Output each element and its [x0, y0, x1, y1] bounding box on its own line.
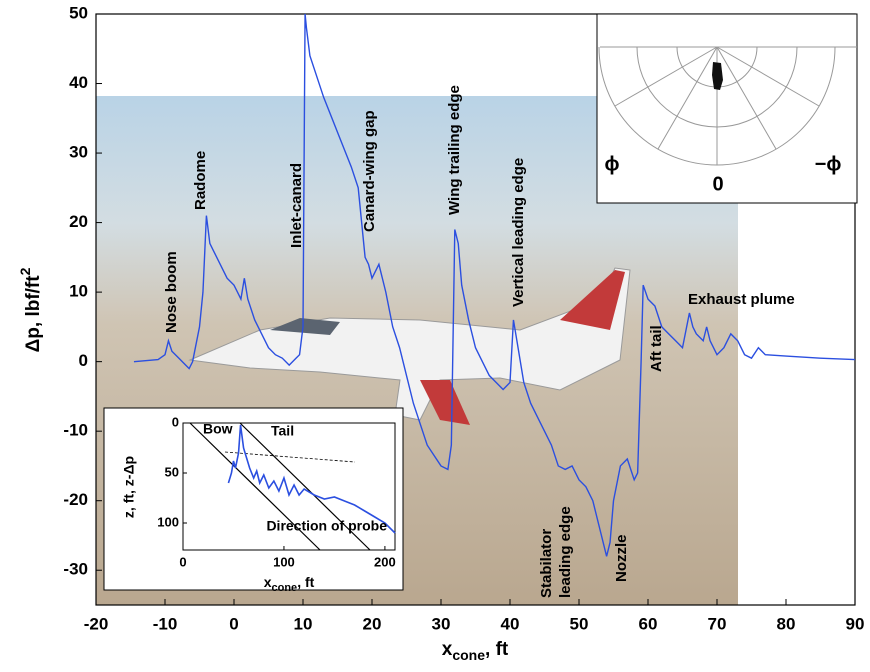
y-tick-label: 40	[69, 73, 88, 92]
inset-x-tick-label: 100	[273, 554, 295, 569]
x-axis-title-main: x	[442, 639, 453, 660]
inset-x-tick-label: 200	[374, 554, 396, 569]
x-tick-label: 10	[294, 614, 313, 633]
annotation: Nose boom	[163, 251, 180, 333]
annotation: Radome	[192, 151, 209, 210]
inset-annotation: Tail	[271, 423, 294, 439]
annotation: Aft tail	[648, 325, 665, 372]
annotation: leading edge	[557, 506, 574, 598]
y-tick-label: -20	[63, 490, 88, 509]
x-tick-label: -10	[153, 614, 178, 633]
y-tick-label: -30	[63, 560, 88, 579]
inset-y-tick-label: 100	[157, 514, 179, 529]
polar-label: ϕ	[605, 153, 620, 175]
inset-guide	[189, 422, 321, 551]
x-axis-title-rest: , ft	[485, 639, 509, 660]
inset-x-tick-label: 0	[179, 554, 186, 569]
polar-label: 0	[712, 173, 723, 195]
aircraft	[188, 267, 631, 425]
annotation: Exhaust plume	[688, 291, 795, 308]
y-tick-label: 30	[69, 143, 88, 162]
polar-inset: ϕ 0 −ϕ	[596, 13, 858, 204]
annotation: Canard-wing gap	[361, 110, 378, 232]
x-tick-label: 20	[363, 614, 382, 633]
data-line	[227, 424, 396, 534]
y-tick-label: 0	[79, 351, 88, 370]
x-tick-label: 40	[501, 614, 520, 633]
inset-y-tick-label: 0	[172, 414, 179, 429]
annotation: Inlet-canard	[288, 163, 305, 248]
x-tick-label: 90	[846, 614, 865, 633]
annotation: Vertical leading edge	[510, 158, 527, 307]
x-tick-label: 80	[777, 614, 796, 633]
polar-label: −ϕ	[815, 153, 842, 175]
inset-x-title: xcone, ft	[264, 574, 315, 594]
x-tick-label: 50	[570, 614, 589, 633]
annotation: Wing trailing edge	[446, 85, 463, 215]
y-axis-title-main: Δp, lbf/ft	[23, 275, 44, 353]
y-tick-label: -10	[63, 421, 88, 440]
inset-x-title-main: x	[264, 574, 272, 590]
x-tick-label: 60	[639, 614, 658, 633]
x-axis-title: xcone, ft	[442, 639, 509, 663]
y-tick-label: 50	[69, 3, 88, 22]
inset-annotation: Bow	[203, 421, 233, 437]
x-tick-label: 0	[229, 614, 238, 633]
inset-y-tick-label: 50	[165, 464, 179, 479]
y-tick-label: 20	[69, 212, 88, 231]
x-tick-label: 70	[708, 614, 727, 633]
inset-guide	[239, 422, 371, 551]
inset-y-title: z, ft, z-Δp	[121, 456, 137, 518]
inset-annotation: Direction of probe	[266, 518, 387, 534]
annotation: Nozzle	[613, 534, 630, 582]
x-axis-title-sub: cone	[452, 647, 485, 663]
inset-guide	[224, 451, 356, 463]
y-axis-title-sup: 2	[17, 267, 33, 275]
x-tick-label: -20	[84, 614, 109, 633]
x-tick-label: 30	[432, 614, 451, 633]
inset-frame	[182, 422, 396, 551]
y-axis-title: Δp, lbf/ft2	[17, 267, 44, 352]
y-tick-label: 10	[69, 282, 88, 301]
annotation: Stabilator	[538, 529, 555, 598]
inset-x-title-sub: cone	[272, 582, 298, 594]
plot-frame	[95, 13, 856, 606]
data-line	[133, 13, 856, 557]
inset-x-title-rest: , ft	[297, 574, 314, 590]
